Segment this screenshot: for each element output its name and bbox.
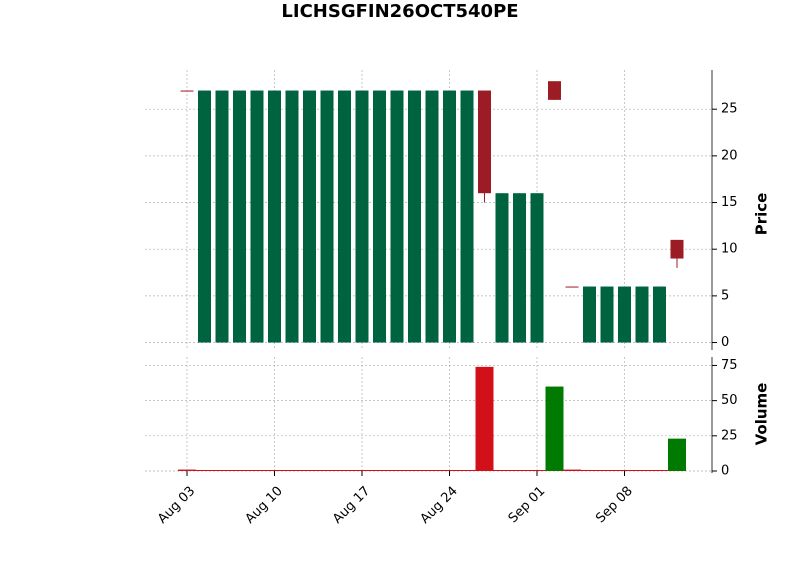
candle-body (408, 90, 421, 343)
volume-bar (563, 469, 581, 471)
y-axis-label: Price (753, 193, 771, 236)
candle-body (530, 193, 544, 343)
volume-bar (213, 470, 231, 471)
x-tick-label: Sep 01 (506, 484, 549, 527)
candle-body (198, 90, 211, 343)
volume-bar (405, 470, 424, 471)
volume-bar (283, 470, 301, 471)
volume-bar (388, 470, 406, 471)
candle-body (320, 90, 334, 343)
volume-bar (300, 470, 319, 471)
volume-bar (475, 366, 494, 471)
candle-body (565, 286, 579, 288)
candle-body (670, 239, 684, 259)
candle-body (215, 90, 229, 343)
volume-bar (353, 470, 371, 471)
y2-axis-label: Volume (753, 383, 771, 446)
y-tick-label: 25 (721, 102, 738, 117)
y2-tick-label: 75 (721, 358, 738, 373)
candle-body (233, 90, 246, 343)
candle-body (583, 286, 596, 343)
volume-bar (178, 469, 196, 471)
volume-bar (510, 470, 529, 471)
volume-bar (668, 438, 686, 471)
candle-body (513, 193, 526, 343)
y2-tick-label: 25 (721, 428, 738, 443)
volume-bar (650, 470, 669, 471)
x-tick-label: Aug 17 (330, 484, 373, 527)
volume-bar (528, 470, 546, 471)
candle-body (635, 286, 649, 343)
y2-tick-label: 50 (721, 393, 738, 408)
candle-body (495, 193, 509, 343)
volume-bar (598, 470, 616, 471)
candle-body (478, 90, 491, 194)
chart-title: LICHSGFIN26OCT540PE (281, 1, 518, 22)
candle-body (460, 90, 474, 343)
y-tick-label: 5 (721, 288, 729, 303)
x-tick-label: Aug 03 (155, 484, 198, 527)
candle-body (373, 90, 386, 343)
candle-body (355, 90, 369, 343)
candle-body (250, 90, 264, 343)
volume-bar (580, 470, 599, 471)
volume-bar (318, 470, 336, 471)
volume-bar (458, 470, 476, 471)
volume-bar (265, 470, 284, 471)
volume-bar (423, 470, 441, 471)
candle-body (268, 90, 281, 343)
volume-bar (335, 470, 354, 471)
candle-body (303, 90, 316, 343)
volume-bar (440, 470, 459, 471)
candle-body (653, 286, 666, 343)
candle-body (600, 286, 614, 343)
x-tick-label: Aug 10 (243, 484, 286, 527)
volume-bar (545, 386, 564, 471)
volume-bar (370, 470, 389, 471)
candle-body (338, 90, 351, 343)
candle-body (618, 286, 631, 343)
x-tick-label: Sep 08 (593, 484, 636, 527)
volume-bar (230, 470, 249, 471)
y-tick-label: 15 (721, 195, 738, 210)
candle-body (443, 90, 456, 343)
y2-tick-label: 0 (721, 464, 729, 479)
y-tick-label: 0 (721, 335, 729, 350)
y-tick-label: 20 (721, 148, 738, 163)
candle-body (285, 90, 299, 343)
candle-body (425, 90, 439, 343)
candle-body (180, 90, 194, 92)
volume-bar (493, 470, 511, 471)
candle-body (390, 90, 404, 343)
volume-bar (195, 470, 214, 471)
y-tick-label: 10 (721, 242, 738, 257)
volume-bar (248, 470, 266, 471)
volume-bar (615, 470, 634, 471)
x-tick-label: Aug 24 (418, 484, 461, 527)
volume-bar (633, 470, 651, 471)
candle-body (548, 81, 561, 100)
